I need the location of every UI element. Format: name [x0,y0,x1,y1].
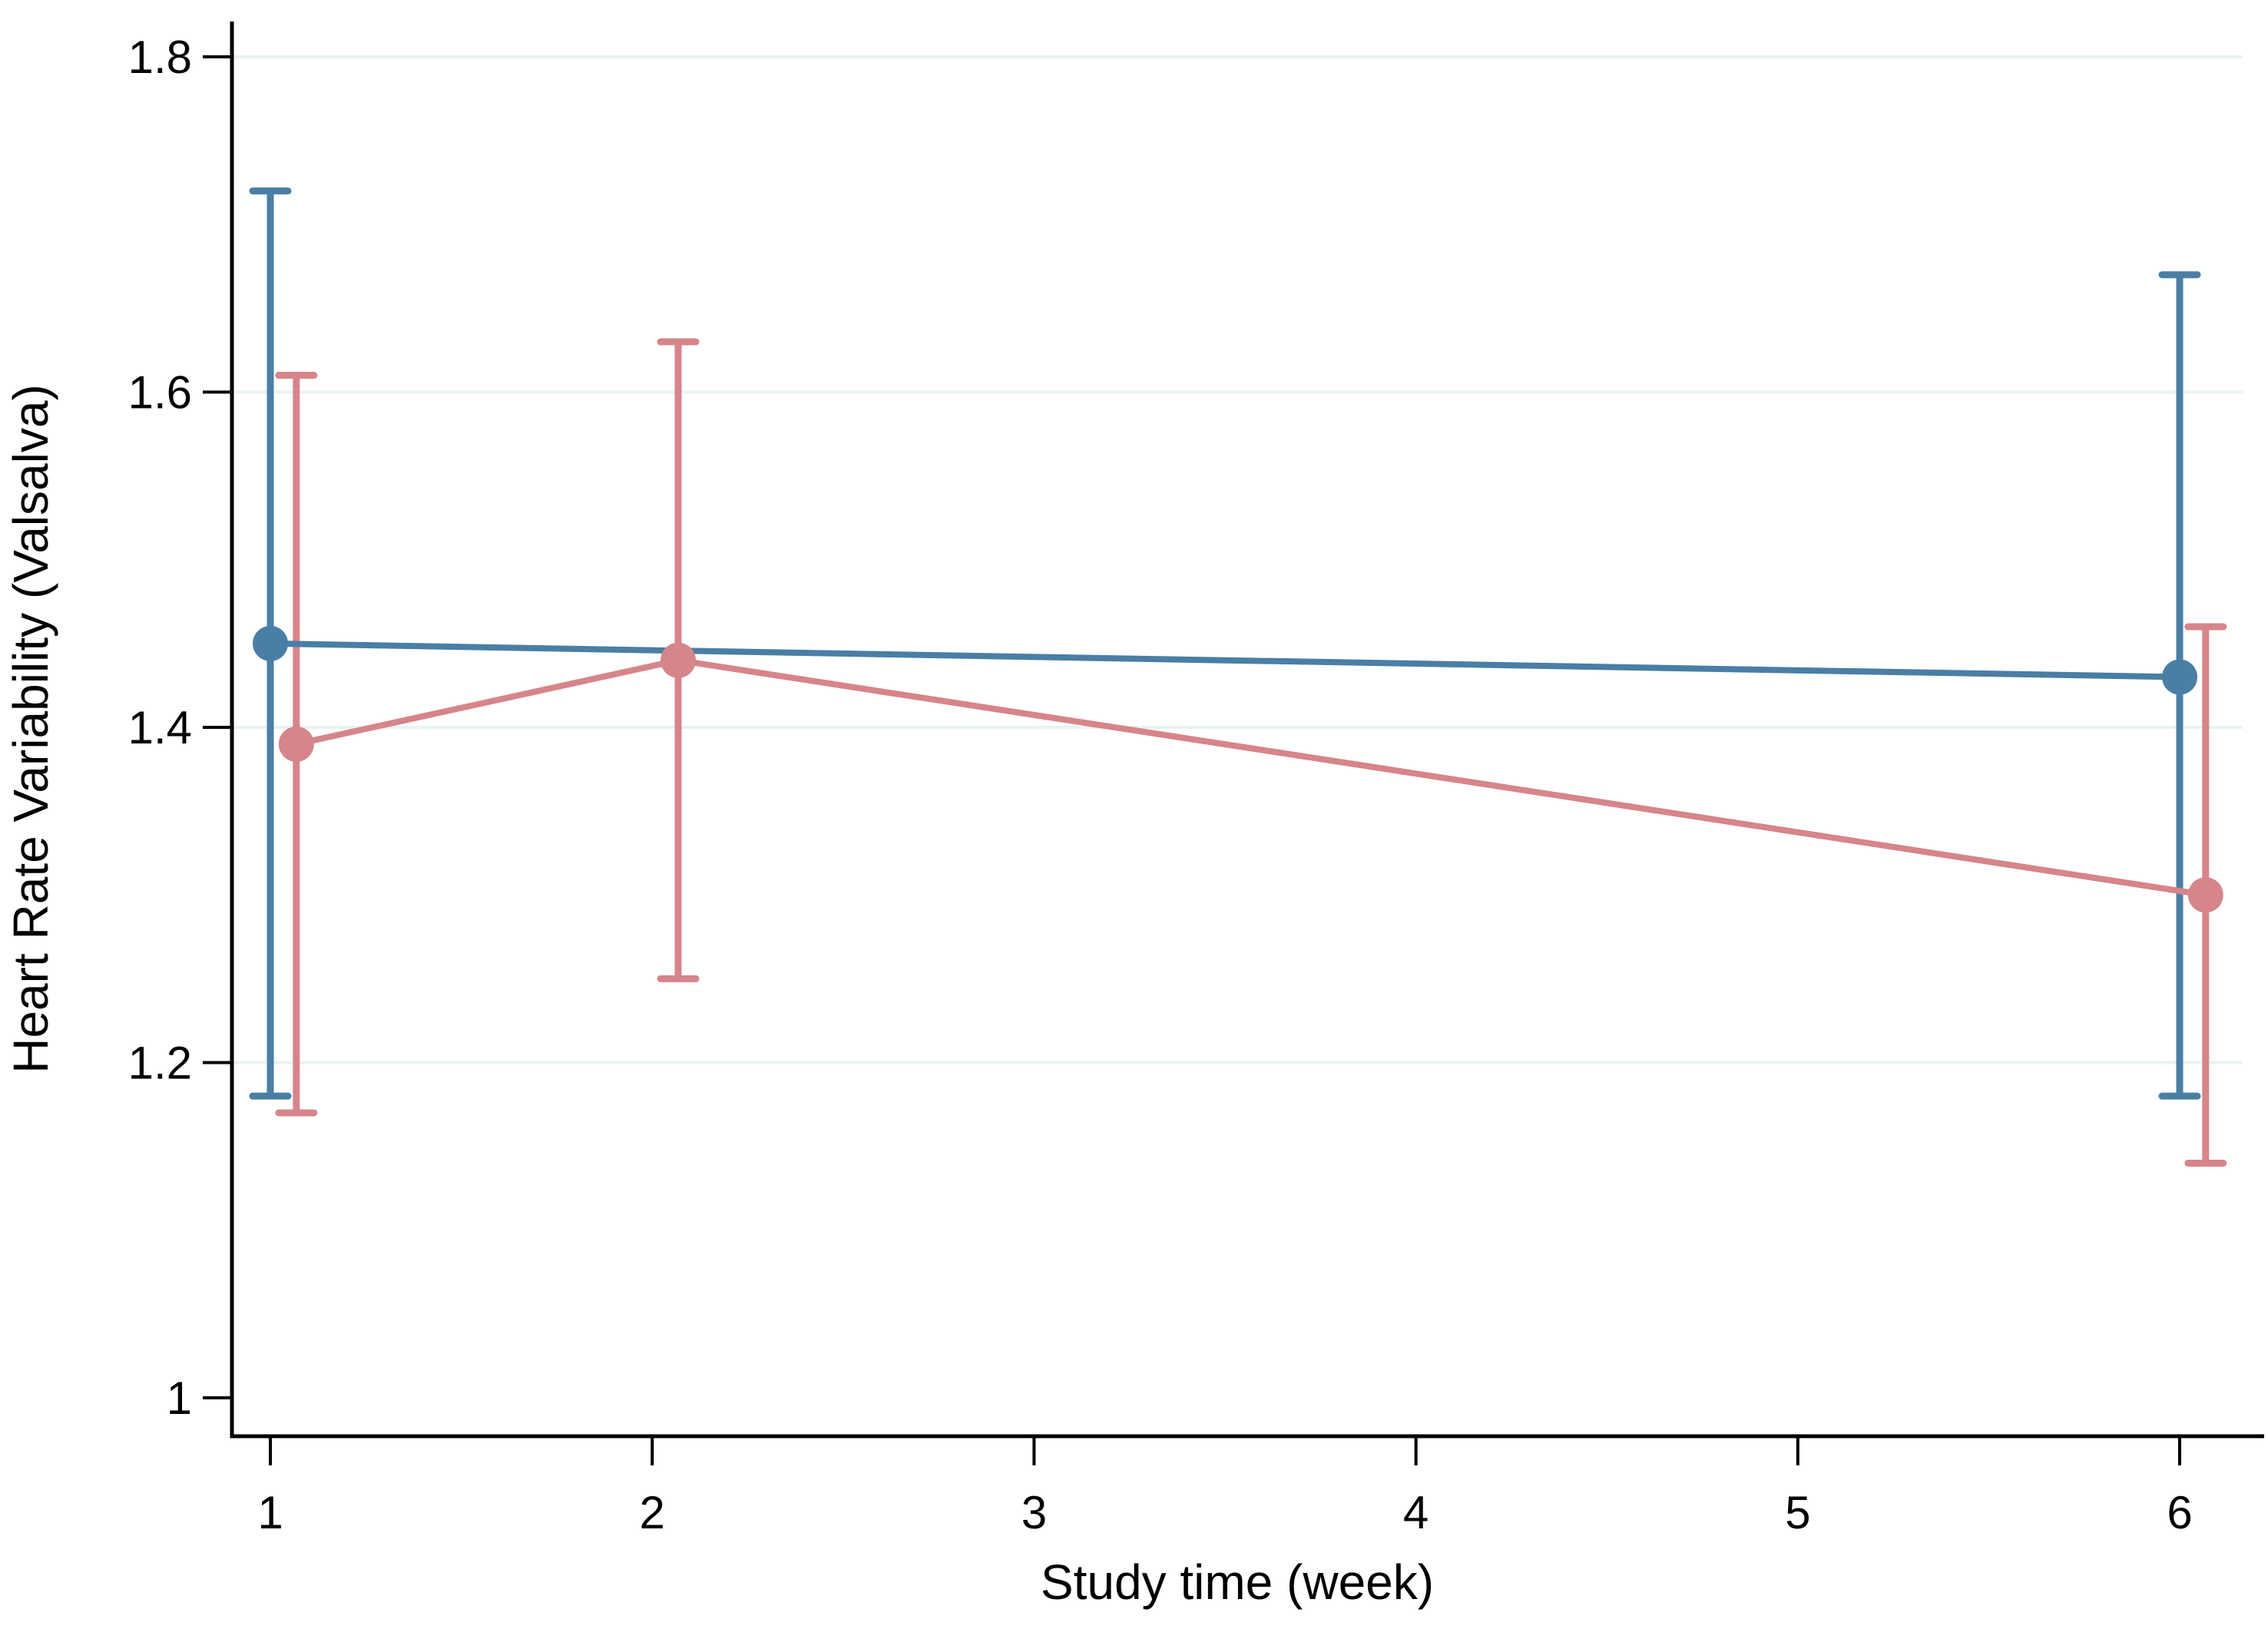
x-axis-title: Study time (week) [1041,1555,1434,1610]
blue-series-marker-week-1 [253,625,288,661]
pink-series-marker-week-1 [278,726,314,762]
x-tick-label-3: 3 [1021,1487,1047,1538]
pink-series-error-bars [275,338,2227,1167]
blue-series-error-bars [249,187,2201,1100]
blue-series-marker-week-6 [2162,659,2197,695]
y-tick-label-1: 1 [167,1372,192,1424]
y-axis-title: Heart Rate Variability (Valsalva) [3,384,58,1074]
x-tick-label-1: 1 [257,1487,283,1538]
axis-title-layer: Heart Rate Variability (Valsalva) Study … [3,384,1434,1610]
x-tick-label-5: 5 [1785,1487,1810,1538]
pink-series-line [295,657,2207,899]
x-tick-label-4: 4 [1403,1487,1429,1538]
y-tick-label-1.2: 1.2 [128,1038,192,1089]
gridline-layer [233,55,2243,1064]
x-tick-label-6: 6 [2167,1487,2192,1538]
blue-series-line [270,640,2180,680]
y-tick-label-1.4: 1.4 [128,702,192,753]
axes-layer: 1 1.2 1.4 1.6 1.8 1 2 3 4 5 6 [128,22,2264,1538]
y-tick-label-1.6: 1.6 [128,367,192,419]
pink-series-markers [278,642,2223,913]
blue-series-markers [253,625,2197,695]
x-tick-label-2: 2 [640,1487,665,1538]
data-layer [249,187,2227,1167]
pink-series-marker-week-6 [2187,877,2223,913]
pink-series-marker-week-2 [661,642,697,678]
y-tick-label-1.8: 1.8 [128,31,192,83]
